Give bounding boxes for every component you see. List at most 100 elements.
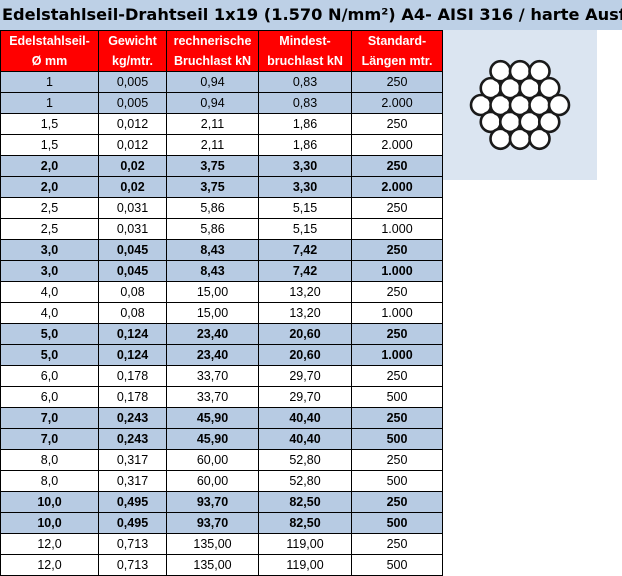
- cell-diameter: 2,0: [0, 176, 99, 198]
- cell-standard-length: 500: [351, 386, 443, 408]
- cell-standard-length: 250: [351, 323, 443, 345]
- cell-min-breaking-load: 20,60: [258, 323, 352, 345]
- cell-weight: 0,045: [98, 239, 167, 261]
- table-row: 5,0 0,124 23,40 20,60 250: [0, 323, 443, 345]
- cell-min-breaking-load: 3,30: [258, 155, 352, 177]
- header-min-breaking-load: Mindest-: [258, 30, 352, 51]
- cell-diameter: 6,0: [0, 365, 99, 387]
- cell-calc-breaking-load: 5,86: [166, 197, 259, 219]
- table-row: 1,5 0,012 2,11 1,86 250: [0, 113, 443, 135]
- cell-diameter: 1: [0, 71, 99, 93]
- cell-diameter: 6,0: [0, 386, 99, 408]
- cell-weight: 0,005: [98, 92, 167, 114]
- cell-standard-length: 250: [351, 155, 443, 177]
- cell-calc-breaking-load: 5,86: [166, 218, 259, 240]
- header-diameter-unit: Ø mm: [0, 51, 99, 72]
- wire-strand: [547, 93, 571, 117]
- cell-standard-length: 1.000: [351, 344, 443, 366]
- wire-strand: [528, 59, 551, 83]
- header-weight: Gewicht: [98, 30, 167, 51]
- cell-standard-length: 500: [351, 470, 443, 492]
- cell-diameter: 7,0: [0, 428, 99, 450]
- cell-diameter: 2,5: [0, 218, 99, 240]
- table-row: 2,5 0,031 5,86 5,15 1.000: [0, 218, 443, 240]
- cell-diameter: 3,0: [0, 239, 99, 261]
- cell-calc-breaking-load: 33,70: [166, 386, 259, 408]
- table-row: 8,0 0,317 60,00 52,80 500: [0, 470, 443, 492]
- cell-calc-breaking-load: 33,70: [166, 365, 259, 387]
- cell-weight: 0,005: [98, 71, 167, 93]
- table-header: Edelstahlseil- Gewicht rechnerische Mind…: [0, 30, 443, 72]
- cell-diameter: 7,0: [0, 407, 99, 429]
- cell-diameter: 4,0: [0, 281, 99, 303]
- cell-weight: 0,02: [98, 155, 167, 177]
- cell-diameter: 10,0: [0, 512, 99, 534]
- cell-diameter: 1: [0, 92, 99, 114]
- cell-min-breaking-load: 119,00: [258, 533, 352, 555]
- cell-standard-length: 500: [351, 512, 443, 534]
- header-standard-length-unit: Längen mtr.: [351, 51, 443, 72]
- cell-diameter: 10,0: [0, 491, 99, 513]
- cell-standard-length: 1.000: [351, 260, 443, 282]
- cell-standard-length: 2.000: [351, 176, 443, 198]
- cell-calc-breaking-load: 15,00: [166, 281, 259, 303]
- cell-calc-breaking-load: 135,00: [166, 533, 259, 555]
- header-row-2: Ø mm kg/mtr. Bruchlast kN bruchlast kN L…: [0, 51, 443, 72]
- cell-weight: 0,045: [98, 260, 167, 282]
- cell-min-breaking-load: 29,70: [258, 386, 352, 408]
- cell-diameter: 2,5: [0, 197, 99, 219]
- cell-weight: 0,713: [98, 554, 167, 576]
- header-min-breaking-load-unit: bruchlast kN: [258, 51, 352, 72]
- wire-strand: [537, 110, 561, 134]
- page-title: Edelstahlseil-Drahtseil 1x19 (1.570 N/mm…: [2, 5, 622, 24]
- cell-diameter: 5,0: [0, 323, 99, 345]
- cell-weight: 0,178: [98, 365, 167, 387]
- spec-table: Edelstahlseil- Gewicht rechnerische Mind…: [0, 30, 443, 576]
- cell-calc-breaking-load: 15,00: [166, 302, 259, 324]
- header-calc-breaking-load: rechnerische: [166, 30, 259, 51]
- header-row-1: Edelstahlseil- Gewicht rechnerische Mind…: [0, 30, 443, 51]
- table-row: 5,0 0,124 23,40 20,60 1.000: [0, 344, 443, 366]
- cell-weight: 0,031: [98, 197, 167, 219]
- cell-diameter: 3,0: [0, 260, 99, 282]
- cell-diameter: 5,0: [0, 344, 99, 366]
- cell-weight: 0,243: [98, 428, 167, 450]
- header-calc-breaking-load-unit: Bruchlast kN: [166, 51, 259, 72]
- cell-calc-breaking-load: 93,70: [166, 491, 259, 513]
- wire-strand: [528, 127, 551, 151]
- cell-calc-breaking-load: 60,00: [166, 470, 259, 492]
- cell-standard-length: 250: [351, 533, 443, 555]
- cell-calc-breaking-load: 23,40: [166, 344, 259, 366]
- table-row: 3,0 0,045 8,43 7,42 1.000: [0, 260, 443, 282]
- cell-min-breaking-load: 29,70: [258, 365, 352, 387]
- cell-weight: 0,124: [98, 344, 167, 366]
- table-row: 1 0,005 0,94 0,83 250: [0, 71, 443, 93]
- cell-calc-breaking-load: 0,94: [166, 71, 259, 93]
- table-row: 2,0 0,02 3,75 3,30 250: [0, 155, 443, 177]
- cell-min-breaking-load: 52,80: [258, 449, 352, 471]
- cell-diameter: 12,0: [0, 533, 99, 555]
- cell-weight: 0,317: [98, 449, 167, 471]
- cell-calc-breaking-load: 45,90: [166, 428, 259, 450]
- table-row: 12,0 0,713 135,00 119,00 250: [0, 533, 443, 555]
- table-row: 6,0 0,178 33,70 29,70 250: [0, 365, 443, 387]
- cell-min-breaking-load: 1,86: [258, 134, 352, 156]
- cell-calc-breaking-load: 3,75: [166, 176, 259, 198]
- cell-calc-breaking-load: 2,11: [166, 113, 259, 135]
- cell-weight: 0,243: [98, 407, 167, 429]
- cell-standard-length: 250: [351, 449, 443, 471]
- table-row: 12,0 0,713 135,00 119,00 500: [0, 554, 443, 576]
- cell-diameter: 8,0: [0, 449, 99, 471]
- cell-min-breaking-load: 20,60: [258, 344, 352, 366]
- cell-calc-breaking-load: 45,90: [166, 407, 259, 429]
- cell-standard-length: 250: [351, 407, 443, 429]
- cell-min-breaking-load: 52,80: [258, 470, 352, 492]
- title-bar: Edelstahlseil-Drahtseil 1x19 (1.570 N/mm…: [0, 0, 622, 30]
- table-row: 10,0 0,495 93,70 82,50 250: [0, 491, 443, 513]
- table-row: 8,0 0,317 60,00 52,80 250: [0, 449, 443, 471]
- cell-min-breaking-load: 40,40: [258, 428, 352, 450]
- table-row: 4,0 0,08 15,00 13,20 1.000: [0, 302, 443, 324]
- cell-calc-breaking-load: 3,75: [166, 155, 259, 177]
- cell-standard-length: 250: [351, 281, 443, 303]
- cell-calc-breaking-load: 135,00: [166, 554, 259, 576]
